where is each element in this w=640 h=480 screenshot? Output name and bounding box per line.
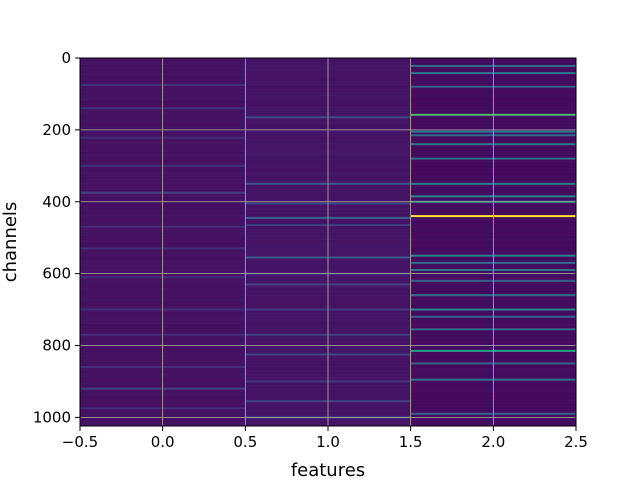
y-tick-label: 0 bbox=[61, 49, 71, 67]
y-axis: 0 200 400 600 800 1000 bbox=[33, 49, 80, 426]
y-tick-label: 800 bbox=[42, 337, 71, 355]
x-tick-label: 0.5 bbox=[233, 433, 257, 451]
y-tick-label: 600 bbox=[42, 265, 71, 283]
x-tick-label: 1.0 bbox=[316, 433, 340, 451]
y-axis-label: channels bbox=[0, 202, 21, 283]
x-axis: −0.5 0.0 0.5 1.0 1.5 2.0 2.5 bbox=[62, 426, 588, 451]
x-tick-label: 1.5 bbox=[399, 433, 423, 451]
y-tick-label: 400 bbox=[42, 193, 71, 211]
x-tick-label: 2.0 bbox=[481, 433, 505, 451]
x-axis-label: features bbox=[291, 460, 365, 480]
x-tick-label: −0.5 bbox=[62, 433, 98, 451]
x-tick-label: 0.0 bbox=[151, 433, 175, 451]
y-tick-label: 200 bbox=[42, 121, 71, 139]
x-tick-label: 2.5 bbox=[564, 433, 588, 451]
y-tick-label: 1000 bbox=[33, 408, 71, 426]
